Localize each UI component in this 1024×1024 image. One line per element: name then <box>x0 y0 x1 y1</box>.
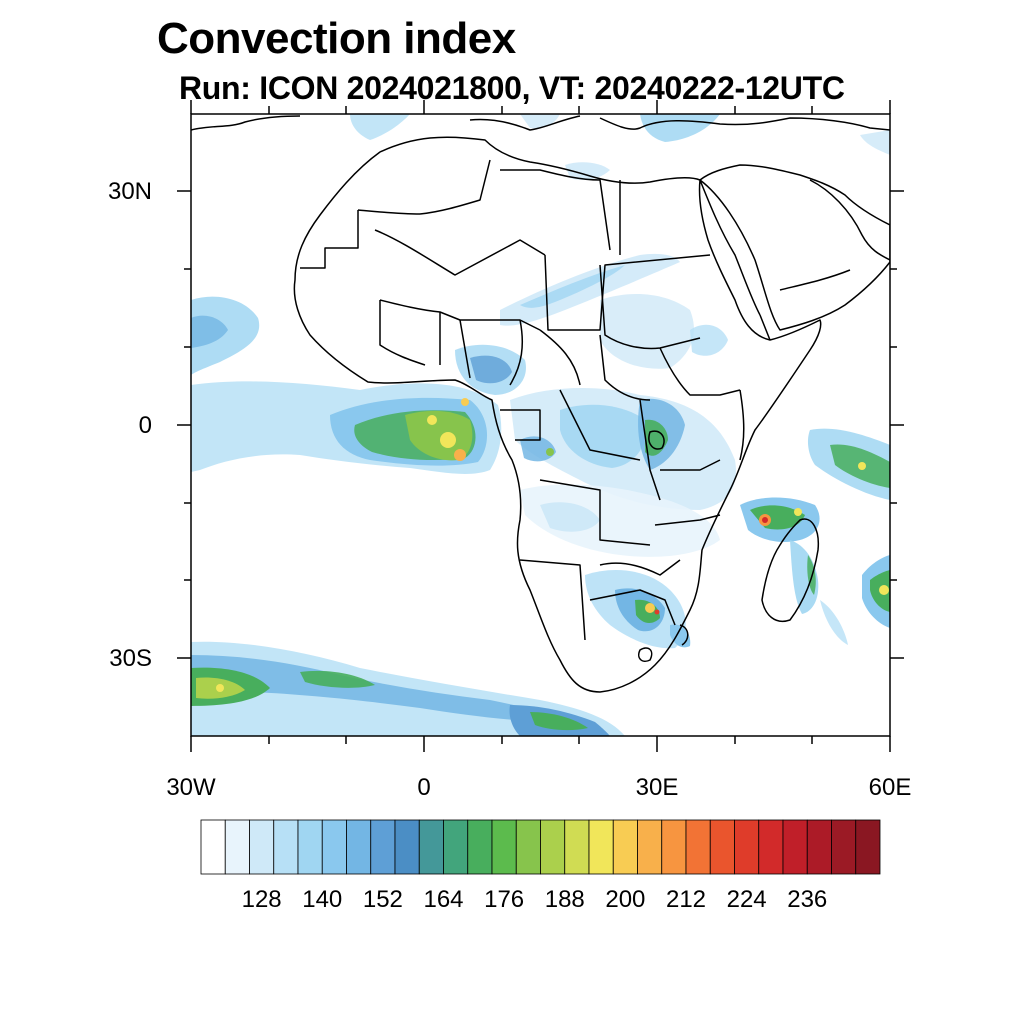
lat-label-0: 0 <box>138 412 152 439</box>
convection-field <box>191 114 890 736</box>
colorbar-box <box>758 819 784 875</box>
colorbar-box <box>540 819 566 875</box>
lon-label-0: 0 <box>417 774 431 801</box>
colorbar-label: 188 <box>544 886 585 913</box>
colorbar-box <box>588 819 614 875</box>
axis-ticks <box>177 100 904 752</box>
colorbar-box <box>782 819 808 875</box>
colorbar-box <box>200 819 226 875</box>
colorbar-label: 212 <box>665 886 707 913</box>
colorbar-box <box>370 819 396 875</box>
colorbar-label: 236 <box>787 886 828 913</box>
colorbar-box <box>418 819 444 875</box>
lat-label-30n: 30N <box>107 178 152 205</box>
colorbar-label: 128 <box>241 886 282 913</box>
colorbar-box <box>709 819 735 875</box>
colorbar-box <box>273 819 299 875</box>
colorbar-box <box>564 819 590 875</box>
colorbar <box>200 819 881 875</box>
colorbar-label: 224 <box>726 886 767 913</box>
colorbar-box <box>806 819 832 875</box>
colorbar-box <box>321 819 347 875</box>
colorbar-label: 164 <box>423 886 464 913</box>
colorbar-box <box>443 819 469 875</box>
lon-label-30e: 30E <box>635 774 679 801</box>
colorbar-label: 176 <box>484 886 525 913</box>
lon-label-30w: 30W <box>166 774 216 801</box>
colorbar-box <box>515 819 541 875</box>
lat-label-30s: 30S <box>109 645 152 672</box>
colorbar-box <box>661 819 687 875</box>
colorbar-box <box>734 819 760 875</box>
lon-label-60e: 60E <box>868 774 912 801</box>
plot-title: Convection index <box>157 14 516 63</box>
colorbar-label: 140 <box>302 886 343 913</box>
coastlines-borders <box>191 115 890 693</box>
plot-subtitle: Run: ICON 2024021800, VT: 20240222-12UTC <box>179 70 845 106</box>
colorbar-box <box>855 819 881 875</box>
colorbar-box <box>491 819 517 875</box>
colorbar-box <box>394 819 420 875</box>
colorbar-label: 200 <box>605 886 646 913</box>
colorbar-box <box>249 819 275 875</box>
colorbar-box <box>297 819 323 875</box>
colorbar-box <box>224 819 250 875</box>
colorbar-box <box>685 819 711 875</box>
colorbar-box <box>467 819 493 875</box>
colorbar-label: 152 <box>362 886 403 913</box>
colorbar-box <box>831 819 857 875</box>
colorbar-box <box>637 819 663 875</box>
colorbar-box <box>612 819 638 875</box>
colorbar-box <box>346 819 372 875</box>
